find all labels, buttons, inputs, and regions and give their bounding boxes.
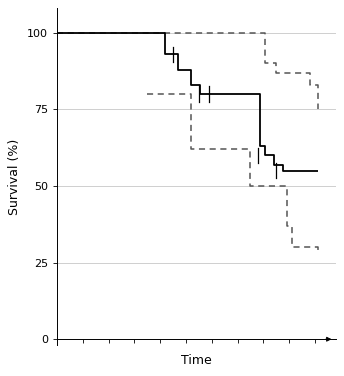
Y-axis label: Survival (%): Survival (%) bbox=[8, 139, 21, 215]
X-axis label: Time: Time bbox=[181, 354, 212, 367]
